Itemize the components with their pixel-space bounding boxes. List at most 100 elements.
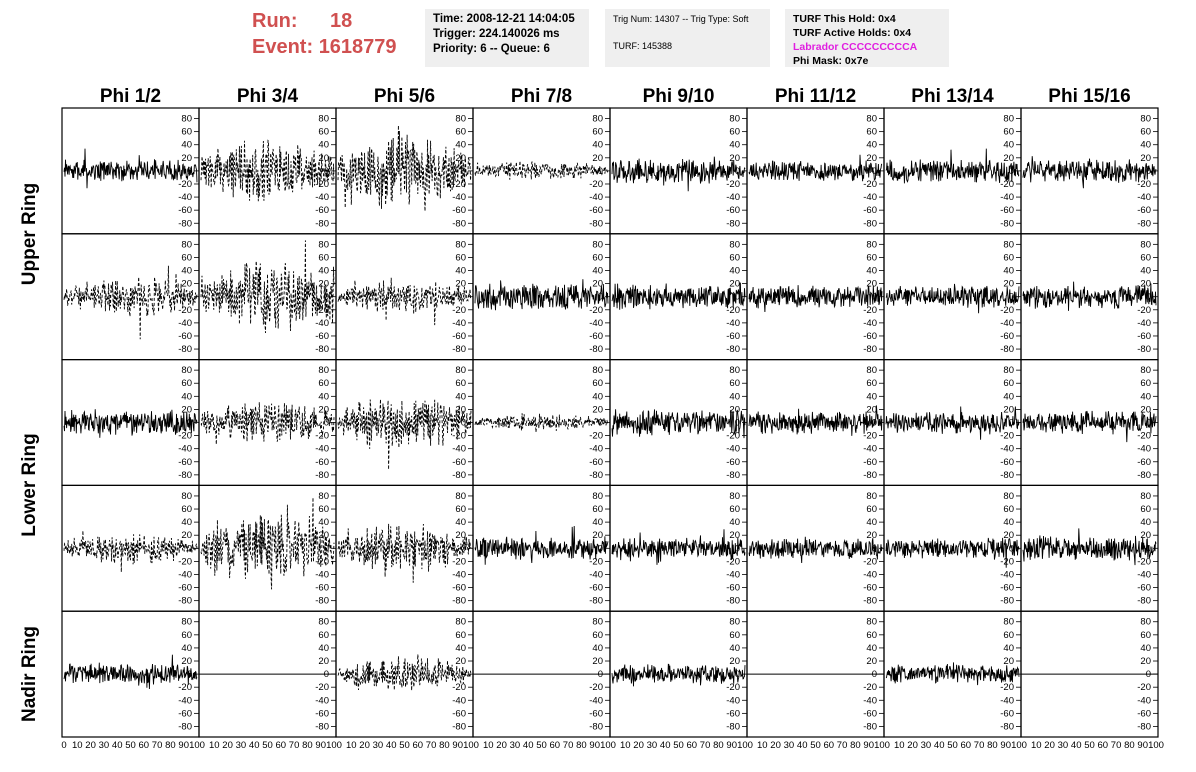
y-tick-label: -40 [1000,444,1014,455]
y-tick-label: -20 [452,556,466,567]
y-tick-label: 20 [866,404,877,415]
y-tick-label: 0 [187,292,192,303]
y-tick-label: -60 [1137,457,1151,468]
x-tick-label: 50 [399,740,410,751]
y-tick-label: 60 [1003,127,1014,138]
y-tick-label: -20 [1000,305,1014,316]
y-tick-label: 40 [1140,517,1151,528]
y-tick-label: -80 [178,596,192,607]
y-tick-label: 40 [866,517,877,528]
x-tick-label: 50 [536,740,547,751]
y-tick-label: -80 [863,344,877,355]
y-tick-label: -40 [589,192,603,203]
y-tick-label: -20 [452,431,466,442]
waveform-trace [337,125,472,212]
phi-header-7: Phi 13/14 [911,86,994,107]
y-tick-label: 60 [318,252,329,263]
y-tick-label: -80 [1000,344,1014,355]
y-tick-label: 80 [318,114,329,125]
y-tick-label: 40 [729,140,740,151]
y-tick-label: 80 [866,365,877,376]
y-tick-label: -60 [726,708,740,719]
trigger-text: Trigger: 224.140026 ms [433,28,560,40]
y-tick-label: 40 [1003,517,1014,528]
x-tick-label: 20 [222,740,233,751]
y-tick-label: 40 [1140,643,1151,654]
waveform-trace [611,663,746,687]
x-tick-label: 40 [1071,740,1082,751]
y-tick-label: -20 [589,556,603,567]
y-tick-label: 20 [729,656,740,667]
y-tick-label: -60 [315,205,329,216]
waveform-trace [474,525,609,565]
y-tick-label: -40 [863,695,877,706]
waveform-trace [337,399,472,470]
y-tick-label: 0 [1009,418,1014,429]
y-tick-label: 60 [181,504,192,515]
y-tick-label: 80 [318,491,329,502]
waveform-trace [748,536,883,564]
y-tick-label: 80 [866,491,877,502]
y-tick-label: 60 [729,504,740,515]
y-tick-label: 40 [181,517,192,528]
y-tick-label: -20 [315,179,329,190]
y-tick-label: 60 [729,630,740,641]
x-tick-label: 80 [302,740,313,751]
y-tick-label: 60 [1003,252,1014,263]
y-tick-label: 60 [866,378,877,389]
y-tick-label: 20 [318,153,329,164]
waveform-trace [1022,528,1157,566]
x-tick-label: 80 [713,740,724,751]
y-tick-label: 40 [1140,140,1151,151]
y-tick-label: -80 [452,344,466,355]
x-tick-label: 90 [863,740,874,751]
x-tick-label: 10 [346,740,357,751]
y-tick-label: 60 [455,504,466,515]
y-tick-label: 80 [1140,491,1151,502]
y-tick-label: -80 [1000,470,1014,481]
y-tick-label: -20 [726,305,740,316]
waveform-trace [63,148,198,189]
x-tick-label: 70 [152,740,163,751]
event-row: Event: 1618779 [252,34,397,60]
y-tick-label: -20 [726,682,740,693]
x-tick-label: 20 [85,740,96,751]
y-tick-label: -20 [863,431,877,442]
y-tick-label: 20 [1003,279,1014,290]
y-tick-label: -60 [589,457,603,468]
x-tick-label: 100 [1011,740,1027,751]
y-tick-label: 40 [866,140,877,151]
y-tick-label: 80 [181,239,192,250]
y-tick-label: -60 [315,708,329,719]
y-tick-label: -40 [1000,318,1014,329]
phi-header-5: Phi 9/10 [642,86,715,107]
y-tick-label: 60 [1140,252,1151,263]
y-tick-label: -60 [1000,331,1014,342]
y-tick-label: -60 [589,708,603,719]
y-tick-label: 80 [1003,617,1014,628]
y-tick-label: -60 [178,457,192,468]
waveform-trace [337,277,472,326]
y-tick-label: 60 [729,252,740,263]
y-tick-label: -80 [452,218,466,229]
time-info-panel: Time: 2008-12-21 14:04:05 Trigger: 224.1… [425,9,589,67]
phi-header-3: Phi 5/6 [373,86,436,107]
y-tick-label: 60 [1140,630,1151,641]
y-tick-label: -60 [863,457,877,468]
waveform-trace [200,240,335,334]
x-tick-label: 100 [189,740,205,751]
